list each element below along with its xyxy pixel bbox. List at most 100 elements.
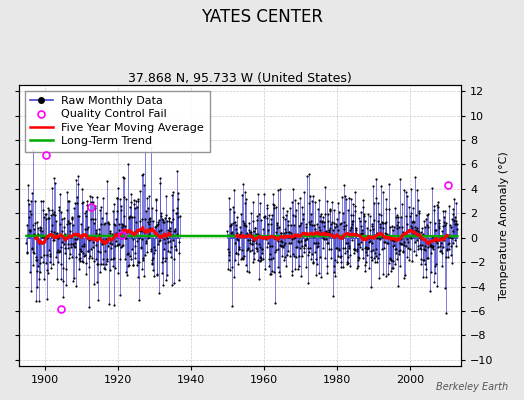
Point xyxy=(400,239,408,245)
Point xyxy=(437,240,445,247)
Point xyxy=(130,197,138,204)
Point xyxy=(413,228,422,235)
Point xyxy=(129,201,138,208)
Point xyxy=(408,225,416,232)
Point xyxy=(166,225,174,231)
Point xyxy=(353,241,362,248)
Point xyxy=(315,254,324,260)
Point xyxy=(415,208,423,214)
Point xyxy=(40,211,49,217)
Point xyxy=(38,232,46,238)
Point xyxy=(369,200,378,207)
Point xyxy=(440,222,449,228)
Point xyxy=(149,273,158,279)
Point xyxy=(386,255,395,261)
Point xyxy=(395,248,403,254)
Point xyxy=(71,240,79,246)
Point xyxy=(98,241,106,247)
Point xyxy=(313,260,322,267)
Point xyxy=(37,254,45,261)
Point xyxy=(418,242,427,248)
Point xyxy=(138,216,146,222)
Point xyxy=(301,263,310,270)
Point xyxy=(167,254,176,261)
Point xyxy=(443,232,452,238)
Point xyxy=(59,265,68,271)
Point xyxy=(173,231,181,237)
Point xyxy=(444,203,453,209)
Point xyxy=(299,216,308,222)
Point xyxy=(319,214,327,221)
Point xyxy=(313,244,321,250)
Point xyxy=(406,213,414,219)
Point xyxy=(140,273,148,280)
Point xyxy=(248,238,257,244)
Point xyxy=(288,268,297,274)
Point xyxy=(156,174,164,181)
Point xyxy=(340,182,348,188)
Point xyxy=(104,219,112,225)
Point xyxy=(353,246,362,252)
Point xyxy=(109,262,117,269)
Point xyxy=(257,255,265,261)
Point xyxy=(356,244,365,250)
Point xyxy=(87,199,95,206)
Point xyxy=(361,268,369,274)
Point xyxy=(37,198,46,204)
Point xyxy=(90,258,98,264)
Point xyxy=(230,186,238,193)
Point xyxy=(128,246,136,252)
Point xyxy=(446,243,455,250)
Point xyxy=(231,256,239,263)
Point xyxy=(274,237,282,244)
Point xyxy=(309,260,317,266)
Point xyxy=(314,196,323,203)
Point xyxy=(147,246,155,252)
Point xyxy=(287,240,295,246)
Point xyxy=(169,216,177,222)
Point xyxy=(141,228,149,234)
Point xyxy=(41,234,49,240)
Point xyxy=(299,232,307,238)
Point xyxy=(420,218,429,224)
Point xyxy=(144,205,152,212)
Point xyxy=(445,232,454,238)
Point xyxy=(261,234,270,240)
Point xyxy=(355,241,363,248)
Point xyxy=(45,207,53,213)
Point xyxy=(155,238,163,244)
Point xyxy=(276,186,284,192)
Point xyxy=(139,228,148,235)
Point xyxy=(330,263,339,269)
Point xyxy=(168,282,176,288)
Point xyxy=(390,238,398,244)
Point xyxy=(427,250,435,256)
Point xyxy=(174,238,183,245)
Point xyxy=(345,244,353,251)
Point xyxy=(357,226,366,233)
Point xyxy=(248,246,256,253)
Point xyxy=(312,229,320,235)
Point xyxy=(408,258,416,264)
Point xyxy=(104,221,113,228)
Point xyxy=(117,220,126,227)
Point xyxy=(91,202,100,209)
Point xyxy=(292,254,300,260)
Point xyxy=(173,214,182,220)
Point xyxy=(447,252,455,258)
Point xyxy=(415,210,423,216)
Point xyxy=(326,208,335,214)
Point xyxy=(299,211,307,218)
Point xyxy=(443,246,451,252)
Point xyxy=(296,195,304,202)
Point xyxy=(91,216,99,222)
Point xyxy=(159,254,168,261)
Point xyxy=(108,256,117,262)
Point xyxy=(163,235,171,241)
Point xyxy=(24,232,32,238)
Point xyxy=(45,247,53,254)
Point xyxy=(398,224,407,230)
Point xyxy=(358,246,367,252)
Point xyxy=(290,266,299,272)
Point xyxy=(110,221,118,228)
